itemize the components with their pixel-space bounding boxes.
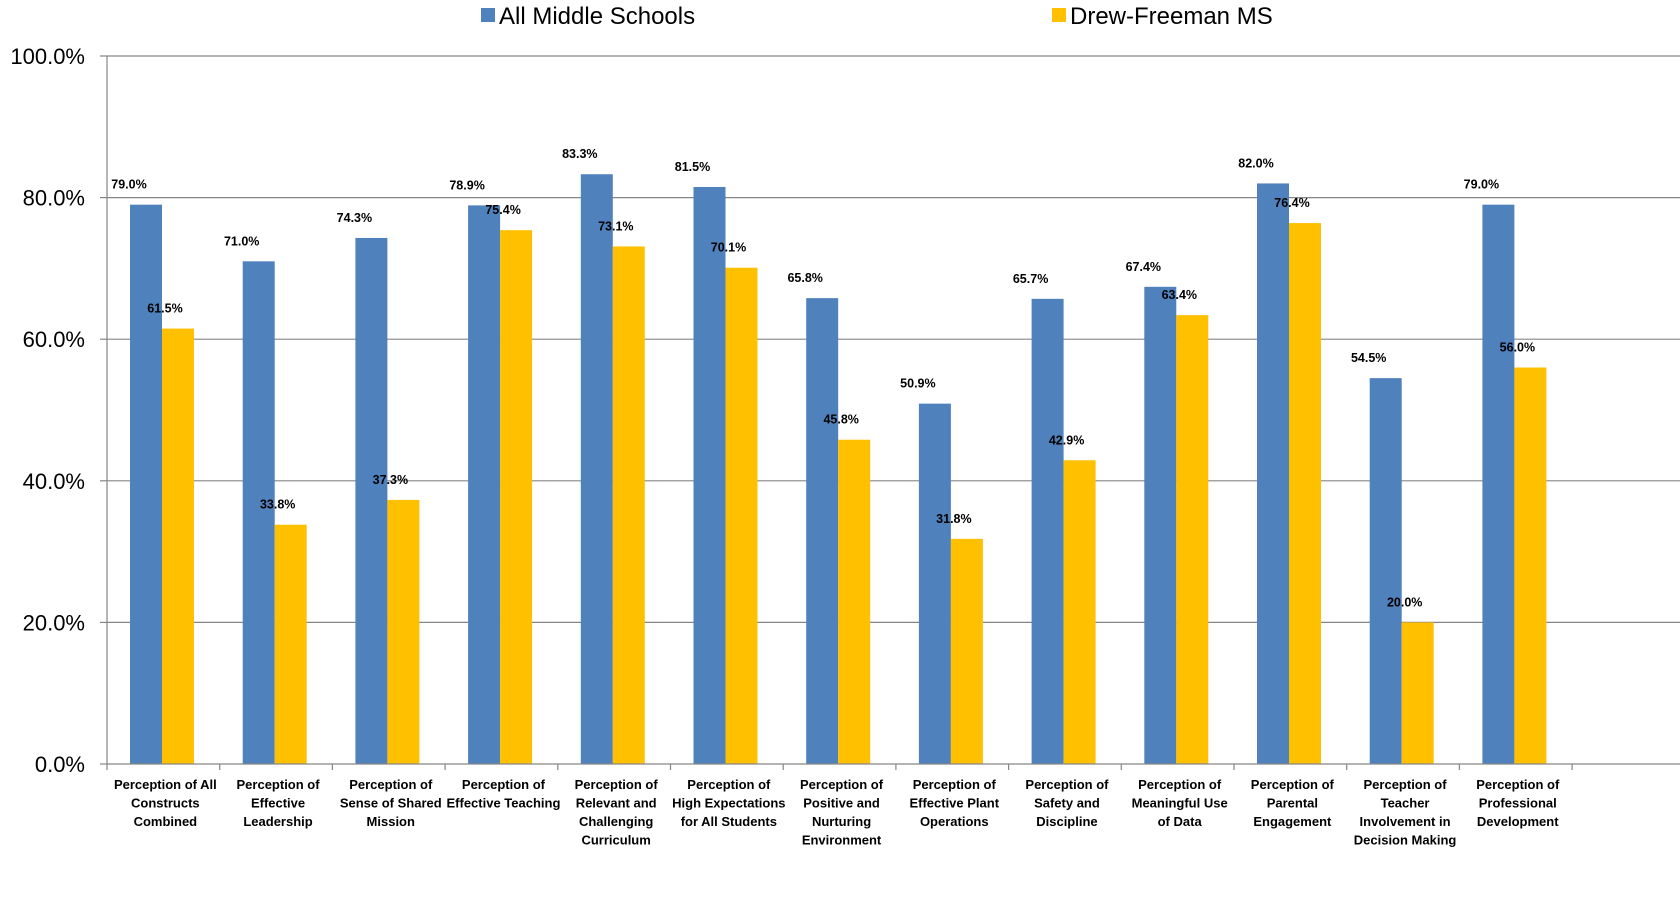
category-label: Perception of All Constructs Combined xyxy=(114,777,217,829)
data-label-drew-freeman-ms: 37.3% xyxy=(373,473,408,487)
category-label: Perception of Professional Development xyxy=(1476,777,1560,829)
bar-all-middle-schools xyxy=(918,403,951,764)
y-tick-label: 0.0% xyxy=(35,752,85,777)
data-label-all-middle-schools: 83.3% xyxy=(562,147,597,161)
bar-all-middle-schools xyxy=(242,261,275,764)
data-label-drew-freeman-ms: 76.4% xyxy=(1274,196,1309,210)
bar-all-middle-schools xyxy=(580,174,613,765)
data-label-all-middle-schools: 74.3% xyxy=(337,211,372,225)
category-label: Perception of Relevant and Challenging Curr… xyxy=(575,777,659,848)
bar-drew-freeman-ms xyxy=(1401,622,1434,764)
y-tick-label: 60.0% xyxy=(23,327,85,352)
bar-drew-freeman-ms xyxy=(1176,315,1209,764)
legend-swatch-all-middle-schools xyxy=(481,8,495,22)
bar-drew-freeman-ms xyxy=(1063,460,1096,764)
category-label: Perception of Sense of Shared Mission xyxy=(340,777,442,829)
data-label-drew-freeman-ms: 33.8% xyxy=(260,498,295,512)
bar-drew-freeman-ms xyxy=(1289,223,1321,764)
data-label-drew-freeman-ms: 73.1% xyxy=(598,219,633,233)
bar-drew-freeman-ms xyxy=(387,499,420,764)
bar-drew-freeman-ms xyxy=(274,524,307,764)
bar-all-middle-schools xyxy=(355,237,388,764)
data-label-all-middle-schools: 65.8% xyxy=(787,271,822,285)
category-label: Perception of Effective Plant Operations xyxy=(909,777,999,829)
bar-drew-freeman-ms xyxy=(1514,367,1547,764)
data-label-drew-freeman-ms: 63.4% xyxy=(1162,288,1197,302)
y-tick-label: 40.0% xyxy=(23,469,85,494)
category-label: Perception of Effective Leadership xyxy=(237,777,321,829)
bar-all-middle-schools xyxy=(1031,298,1064,764)
bar-all-middle-schools xyxy=(693,186,726,765)
y-axis: 0.0% 20.0% 40.0% 60.0% 80.0% 100.0% xyxy=(10,44,108,777)
data-label-all-middle-schools: 67.4% xyxy=(1126,260,1161,274)
bar-drew-freeman-ms xyxy=(612,246,645,764)
bar-all-middle-schools xyxy=(468,205,501,764)
bars xyxy=(130,174,1547,765)
data-label-all-middle-schools: 54.5% xyxy=(1351,351,1386,365)
bar-all-middle-schools xyxy=(806,298,839,764)
bar-all-middle-schools xyxy=(1144,286,1177,764)
legend: All Middle Schools Drew-Freeman MS xyxy=(481,3,1273,30)
data-label-all-middle-schools: 50.9% xyxy=(900,377,935,391)
category-label: Perception of Teacher Involvement in Decisi… xyxy=(1354,777,1457,848)
y-tick-label: 100.0% xyxy=(10,44,85,69)
y-tick-label: 20.0% xyxy=(23,610,85,635)
category-label: Perception of Parental Engagement xyxy=(1251,777,1335,829)
bar-drew-freeman-ms xyxy=(950,538,983,764)
x-axis: Perception of All Constructs Combined Perce… xyxy=(106,763,1680,848)
category-label: Perception of Effective Teaching xyxy=(446,777,560,811)
legend-swatch-drew-freeman-ms xyxy=(1052,8,1066,22)
gridlines xyxy=(107,55,1680,624)
bar-drew-freeman-ms xyxy=(162,328,194,764)
data-label-drew-freeman-ms: 45.8% xyxy=(823,413,858,427)
data-label-drew-freeman-ms: 31.8% xyxy=(936,512,971,526)
data-label-all-middle-schools: 78.9% xyxy=(449,178,484,192)
legend-label-drew-freeman-ms: Drew-Freeman MS xyxy=(1070,3,1273,30)
category-label: Perception of Safety and Discipline xyxy=(1025,777,1109,829)
bar-all-middle-schools xyxy=(1369,378,1402,764)
data-label-all-middle-schools: 71.0% xyxy=(224,234,259,248)
data-label-drew-freeman-ms: 20.0% xyxy=(1387,595,1422,609)
legend-label-all-middle-schools: All Middle Schools xyxy=(499,3,695,30)
data-label-drew-freeman-ms: 56.0% xyxy=(1500,341,1535,355)
bar-all-middle-schools xyxy=(130,204,162,764)
data-label-drew-freeman-ms: 42.9% xyxy=(1049,433,1084,447)
data-label-all-middle-schools: 82.0% xyxy=(1238,156,1273,170)
bar-all-middle-schools xyxy=(1482,204,1515,764)
category-label: Perception of High Expectations for All St… xyxy=(672,777,785,829)
bar-drew-freeman-ms xyxy=(500,230,533,765)
bar-drew-freeman-ms xyxy=(838,439,871,764)
data-label-drew-freeman-ms: 75.4% xyxy=(485,203,520,217)
data-label-drew-freeman-ms: 61.5% xyxy=(147,302,182,316)
category-label: Perception of Meaningful Use of Data xyxy=(1132,777,1228,829)
data-label-all-middle-schools: 79.0% xyxy=(111,178,146,192)
data-labels: 79.0% 71.0% 74.3% 78.9% 83.3% 81.5% 65.8% 50.9%… xyxy=(111,147,1535,609)
bar-all-middle-schools xyxy=(1257,183,1289,764)
data-label-all-middle-schools: 65.7% xyxy=(1013,272,1048,286)
y-tick-label: 80.0% xyxy=(23,186,85,211)
data-label-all-middle-schools: 81.5% xyxy=(675,160,710,174)
data-label-drew-freeman-ms: 70.1% xyxy=(711,241,746,255)
category-label: Perception of Positive and Nurturing Enviro… xyxy=(800,777,884,848)
data-label-all-middle-schools: 79.0% xyxy=(1464,178,1499,192)
bar-drew-freeman-ms xyxy=(725,267,758,764)
